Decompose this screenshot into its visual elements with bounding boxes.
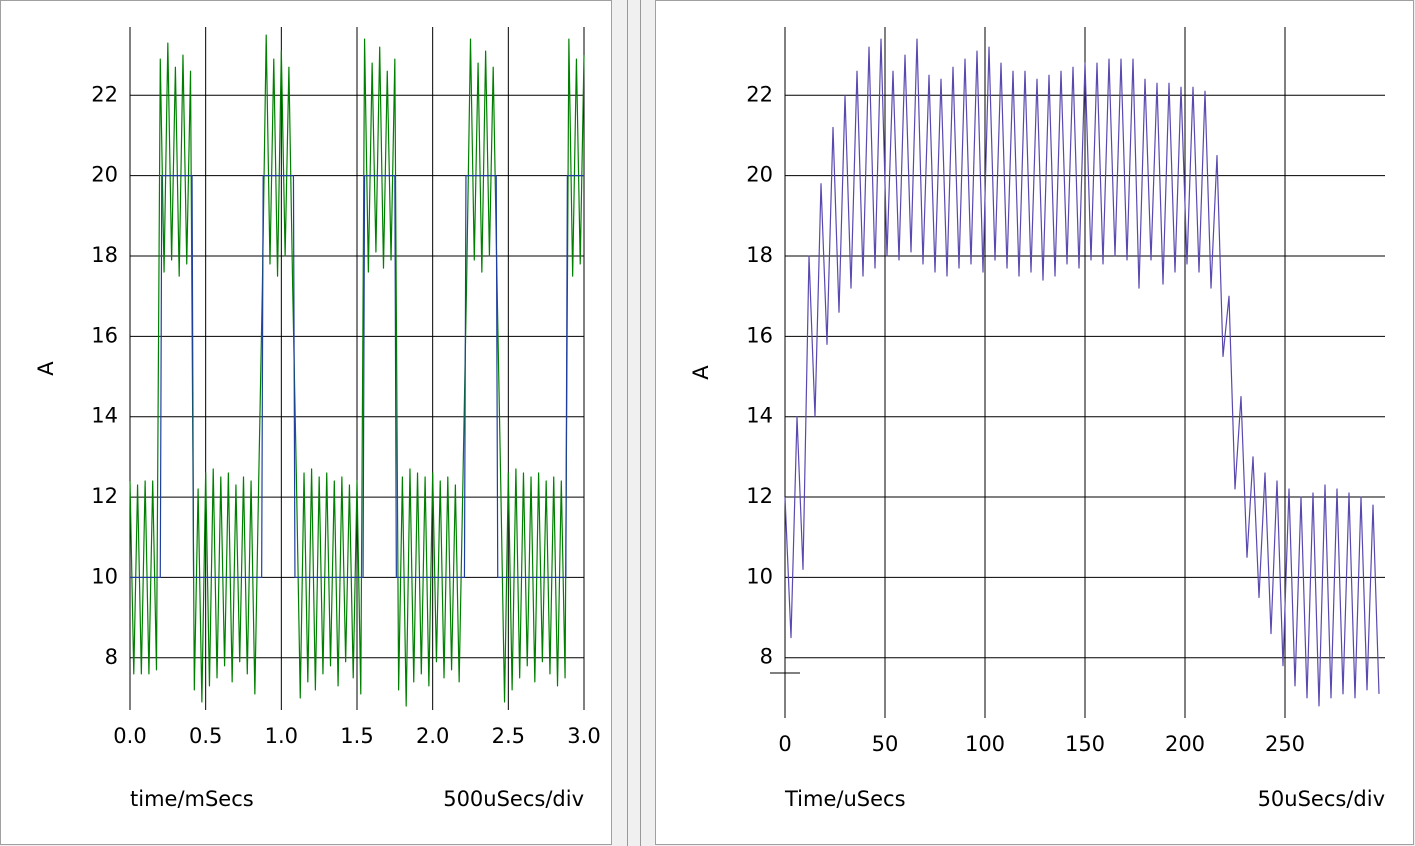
y-tick-label: 8	[105, 645, 118, 669]
y-tick-label: 18	[746, 243, 773, 267]
x-tick-label: 2.0	[416, 724, 449, 748]
y-axis-label: A	[34, 361, 58, 376]
x-tick-label: 200	[1165, 732, 1205, 756]
scale-label: 50uSecs/div	[1258, 787, 1385, 811]
x-tick-label: 50	[872, 732, 899, 756]
x-tick-label: 1.0	[265, 724, 298, 748]
x-axis-label: time/mSecs	[130, 787, 254, 811]
y-axis-label: A	[689, 365, 713, 380]
x-tick-label: 0	[778, 732, 791, 756]
x-tick-label: 2.5	[492, 724, 525, 748]
y-tick-label: 10	[746, 564, 773, 588]
series-line	[784, 38, 1380, 707]
y-tick-label: 18	[91, 243, 118, 267]
x-tick-label: 0.5	[189, 724, 222, 748]
x-tick-label: 3.0	[567, 724, 600, 748]
left-panel	[0, 0, 612, 845]
y-tick-label: 8	[760, 645, 773, 669]
x-tick-label: 250	[1265, 732, 1305, 756]
y-tick-label: 12	[746, 484, 773, 508]
chart: 8 10 12 14 16 18 20 22 0 50 100 150 200 250 A Time/uSec…	[689, 27, 1385, 811]
y-tick-label: 10	[91, 564, 118, 588]
chart: 8 10 12 14 16 18 20 22 0.0 0.5 1.0 1.5 2.0 2.5 3.0 Atim…	[34, 27, 601, 811]
x-tick-label: 100	[965, 732, 1005, 756]
y-tick-label: 20	[746, 163, 773, 187]
y-tick-label: 20	[91, 163, 118, 187]
x-axis-label: Time/uSecs	[784, 787, 906, 811]
y-tick-label: 14	[746, 404, 773, 428]
y-tick-label: 16	[91, 323, 118, 347]
y-tick-label: 16	[746, 323, 773, 347]
y-tick-label: 12	[91, 484, 118, 508]
y-tick-label: 22	[746, 82, 773, 106]
y-tick-label: 14	[91, 404, 118, 428]
series-line	[130, 175, 584, 579]
scale-label: 500uSecs/div	[443, 787, 584, 811]
x-tick-label: 1.5	[340, 724, 373, 748]
series-line	[129, 34, 585, 707]
x-tick-label: 0.0	[113, 724, 146, 748]
x-tick-label: 150	[1065, 732, 1105, 756]
y-tick-label: 22	[91, 82, 118, 106]
